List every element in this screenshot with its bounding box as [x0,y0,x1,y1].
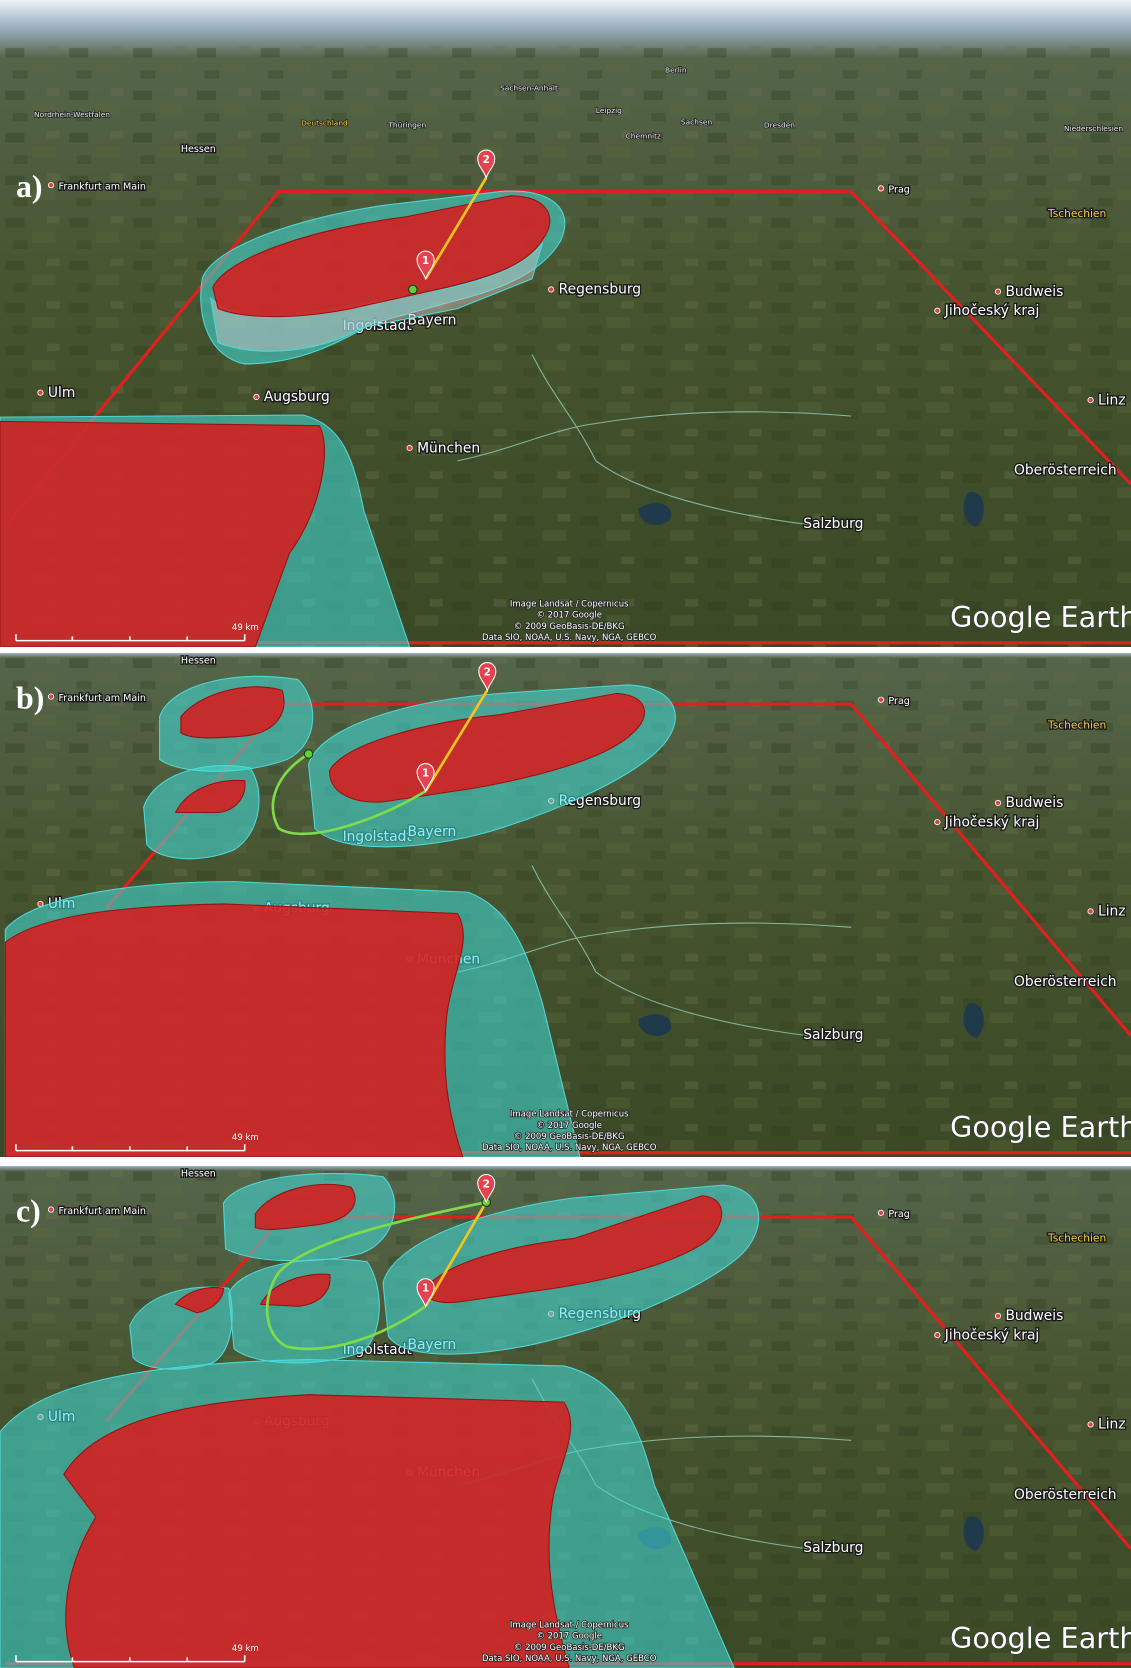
panel-label: b) [16,680,44,715]
attribution: © 2017 Google [536,1121,602,1131]
distant-label: Chemnitz [626,131,661,140]
distant-label: Niederschlesien [1064,124,1123,133]
red-zone [5,904,463,1157]
logo: Google Earth [950,1621,1131,1655]
place-label: Linz [1098,392,1126,408]
attribution: Image Landsat / Copernicus [510,600,629,610]
place-dot [935,308,940,313]
place-dot [878,1210,883,1215]
place-label: Tschechien [1047,1232,1106,1245]
attribution: © 2017 Google [536,611,602,621]
place-label: Linz [1098,904,1126,920]
attribution: © 2017 Google [536,1632,602,1642]
place-label: Budweis [1005,1308,1063,1324]
attribution: © 2009 GeoBasis-DE/BKG [514,1643,625,1653]
place-dot [995,289,1000,294]
place-label: Linz [1098,1417,1126,1433]
panel-label: a) [16,169,43,204]
place-dot [935,819,940,824]
attribution: Data SIO, NOAA, U.S. Navy, NGA, GEBCO [482,633,657,643]
place-label: Prag [888,185,909,196]
place-label: Oberösterreich [1014,974,1117,990]
cyan-zone [229,1259,380,1363]
place-dot [48,1207,53,1212]
place-dot [38,390,43,395]
place-label: Oberösterreich [1014,463,1117,479]
distant-label: Deutschland [301,119,348,128]
place-label: Jihočeský kraj [944,1327,1039,1343]
place-dot [878,186,883,191]
place-dot [1088,1422,1093,1427]
marker-label: 1 [422,1282,429,1295]
place-label: Frankfurt am Main [59,693,146,704]
logo: Google Earth [950,1110,1131,1144]
place-label: Hessen [181,144,216,155]
distant-label: Berlin [665,65,687,74]
place-dot [38,901,43,906]
place-label: Prag [888,1209,909,1220]
marker-label: 2 [484,665,491,678]
start-point [304,750,313,759]
place-dot [48,694,53,699]
place-label: Hessen [181,1169,216,1180]
place-dot [878,697,883,702]
place-label: Oberösterreich [1014,1487,1117,1503]
page: Hessen Frankfurt am Main Prag Tschechien Reg… [0,0,1131,1668]
place-label: Frankfurt am Main [59,181,146,192]
place-label: Augsburg [264,389,330,405]
start-point [409,285,418,294]
distant-label: Dresden [764,121,795,130]
place-dot [1088,397,1093,402]
panel-label: c) [16,1193,41,1228]
place-label: Hessen [181,656,216,667]
place-label: Tschechien [1047,718,1106,731]
attribution: Image Landsat / Copernicus [510,1110,629,1120]
marker-label: 2 [483,153,490,166]
attribution: Image Landsat / Copernicus [510,1621,629,1631]
place-dot [935,1332,940,1337]
place-label: Prag [888,696,909,707]
place-dot [995,1313,1000,1318]
place-label: Jihočeský kraj [944,303,1040,319]
distant-label: Nordrhein-Westfalen [34,110,110,119]
place-label: Salzburg [803,1540,863,1556]
scale-label: 49 km [232,1133,259,1143]
attribution: Data SIO, NOAA, U.S. Navy, NGA, GEBCO [482,1143,657,1153]
place-label: Budweis [1005,795,1063,811]
attribution: © 2009 GeoBasis-DE/BKG [514,1132,625,1142]
place-label: München [417,440,480,456]
place-label: Ulm [48,385,75,401]
place-label: Regensburg [559,282,642,298]
place-dot [407,445,412,450]
scale-label: 49 km [232,623,259,633]
place-label: Frankfurt am Main [59,1206,146,1217]
place-label: Salzburg [803,1027,863,1043]
place-label: Budweis [1005,284,1063,300]
place-label: Tschechien [1047,207,1106,220]
distant-label: Sachsen-Anhalt [500,83,558,92]
map-panel: Hessen Frankfurt am Main Prag Tschechien Reg… [0,0,1131,647]
distant-label: Leipzig [596,106,622,115]
logo: Google Earth [950,600,1131,634]
distant-label: Sachsen [681,118,713,127]
place-dot [254,394,259,399]
scale-label: 49 km [232,1644,259,1654]
marker-label: 2 [483,1177,490,1190]
attribution: © 2009 GeoBasis-DE/BKG [514,622,625,632]
place-label: Jihočeský kraj [944,814,1039,830]
place-dot [1088,909,1093,914]
red-zone [64,1395,571,1668]
place-label: Salzburg [803,516,863,532]
distant-label: Thüringen [387,121,426,130]
attribution: Data SIO, NOAA, U.S. Navy, NGA, GEBCO [482,1654,657,1664]
place-dot [548,287,553,292]
place-dot [995,800,1000,805]
marker-label: 1 [422,766,429,779]
marker-label: 1 [422,254,429,267]
place-dot [48,183,53,188]
